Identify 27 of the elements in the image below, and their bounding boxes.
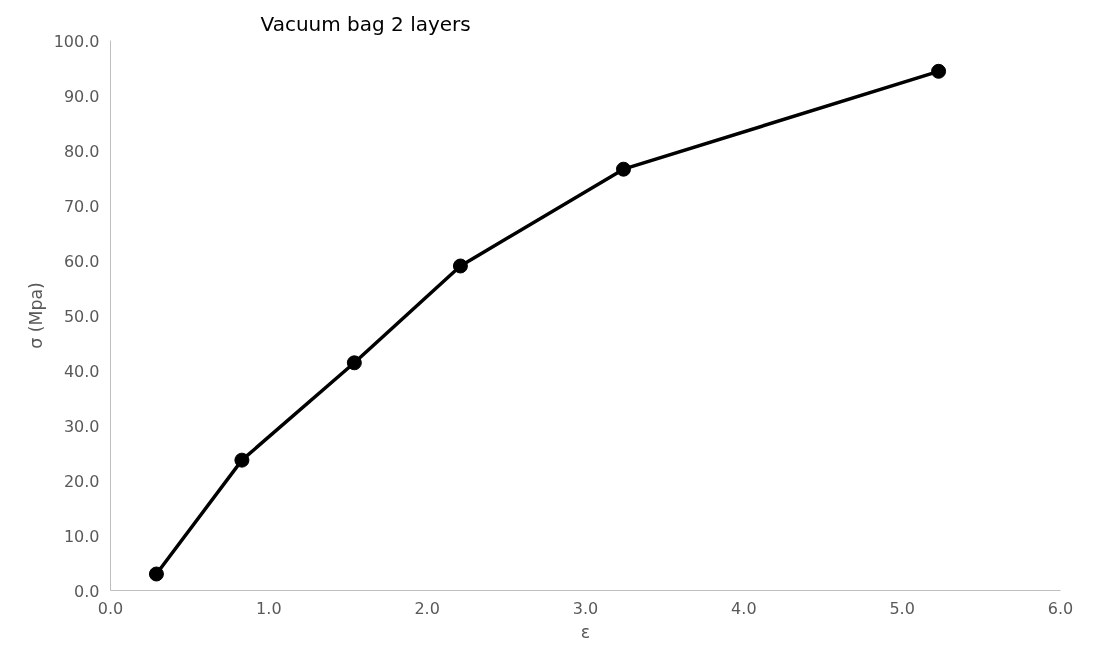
y-axis-title: σ (Mpa)	[25, 282, 46, 349]
y-tick-label: 60.0	[63, 251, 100, 271]
point	[346, 355, 362, 371]
y-tick-label: 90.0	[63, 86, 100, 106]
y-tick-label: 50.0	[63, 306, 100, 326]
x-tick-label: 3.0	[572, 598, 599, 618]
x-tick-label: 5.0	[889, 598, 915, 618]
point	[148, 566, 164, 582]
y-tick-label: 80.0	[63, 141, 100, 161]
y-tick-label: 30.0	[63, 416, 100, 436]
x-tick-label: 6.0	[1047, 598, 1074, 618]
x-axis-title: ε	[580, 621, 591, 642]
point	[931, 63, 947, 79]
x-tick-label: 0.0	[97, 598, 124, 618]
x-tick-label: 1.0	[256, 598, 282, 618]
point	[234, 452, 250, 468]
point	[616, 161, 631, 177]
y-tick-label: 40.0	[63, 361, 100, 381]
y-tick-label: 70.0	[63, 196, 100, 216]
chart-title: Vacuum bag 2 layers	[260, 11, 471, 36]
y-tick-label: 100.0	[53, 31, 100, 51]
x-tick-label: 2.0	[414, 598, 440, 618]
y-tick-label: 0.0	[74, 581, 100, 601]
point	[452, 258, 468, 274]
x-tick-label: 4.0	[731, 598, 757, 618]
y-tick-label: 10.0	[63, 526, 100, 546]
y-tick-label: 20.0	[63, 471, 100, 491]
